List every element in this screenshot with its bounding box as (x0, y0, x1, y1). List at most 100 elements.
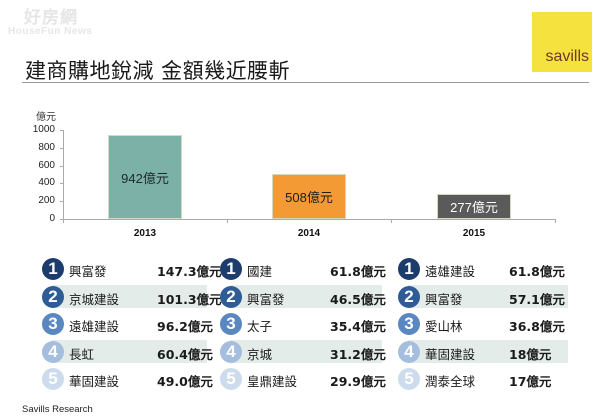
purchase-amount: 147.3億元 (157, 264, 222, 279)
list-item: 5 潤泰全球 17億元 (398, 365, 568, 393)
developer-name: 興富發 (425, 291, 463, 307)
rank-number-badge: 4 (398, 340, 420, 363)
row-shading (52, 284, 207, 308)
rank-number-badge: 5 (398, 368, 420, 390)
list-item: 1 興富發 147.3億元 (42, 255, 222, 283)
y-tick-mark (60, 147, 63, 149)
developer-name: 京城 (247, 346, 273, 362)
row-shading (230, 339, 382, 363)
bar-chart: 億元 0 200 400 600 800 1000 942億元 2013 508億元 2014 27… (0, 100, 600, 245)
purchase-amount: 57.1億元 (509, 291, 565, 307)
purchase-amount: 18億元 (509, 346, 552, 362)
logo-text: savills (545, 48, 589, 65)
y-tick-label: 200 (38, 195, 55, 207)
list-item: 4 長虹 60.4億元 (42, 338, 213, 366)
title-divider (22, 82, 589, 83)
developer-name: 遠雄建設 (69, 319, 120, 334)
rank-number-badge: 3 (220, 313, 242, 335)
x-tick-label: 2015 (462, 228, 486, 239)
x-tick-label: 2014 (297, 228, 321, 239)
y-tick-label: 0 (49, 213, 55, 224)
developer-name: 國建 (247, 264, 273, 279)
y-tick-mark (60, 130, 63, 131)
purchase-amount: 29.9億元 (330, 374, 386, 389)
rank-number-badge: 1 (220, 258, 242, 280)
watermark: 好房網 HouseFun News (8, 10, 92, 37)
y-tick-mark (60, 183, 63, 185)
rank-number-badge: 2 (220, 285, 242, 308)
list-item: 5 華固建設 49.0億元 (42, 365, 213, 393)
rank-number-badge: 4 (220, 340, 242, 363)
rank-number-badge: 2 (42, 285, 64, 308)
list-item: 4 華固建設 18億元 (398, 338, 568, 366)
rank-number-badge: 4 (42, 340, 64, 363)
developer-name: 華固建設 (425, 346, 476, 362)
row-shading (408, 284, 568, 308)
purchase-amount: 17億元 (509, 374, 552, 389)
developer-name: 愛山林 (425, 319, 463, 334)
list-item: 1 國建 61.8億元 (220, 255, 386, 283)
row-shading (52, 339, 207, 363)
list-item: 2 興富發 46.5億元 (220, 283, 386, 311)
purchase-amount: 36.8億元 (509, 319, 565, 334)
purchase-amount: 46.5億元 (330, 291, 386, 307)
developer-name: 遠雄建設 (425, 264, 476, 279)
bar-value-label: 942億元 (121, 170, 169, 186)
bar-value-label: 508億元 (285, 189, 333, 205)
ranking-list-2013: 1 興富發 147.3億元 2 京城建設 101.3億元 3 遠雄建設 96.2億元 4 長虹 60.… (42, 255, 222, 393)
list-item: 4 京城 31.2億元 (220, 338, 386, 366)
y-axis (63, 130, 64, 220)
developer-name: 皇鼎建設 (247, 374, 298, 389)
purchase-amount: 101.3億元 (157, 291, 222, 307)
rank-number-badge: 3 (42, 313, 64, 335)
rank-number-badge: 1 (398, 258, 420, 280)
developer-name: 華固建設 (69, 374, 120, 389)
purchase-amount: 35.4億元 (330, 319, 386, 334)
y-tick-label: 1000 (32, 124, 55, 135)
developer-name: 長虹 (69, 346, 95, 362)
developer-name: 興富發 (247, 291, 285, 307)
y-tick-mark (60, 201, 63, 203)
developer-name: 京城建設 (69, 291, 120, 307)
rank-number-badge: 1 (42, 258, 64, 280)
developer-name: 興富發 (69, 264, 107, 279)
x-tick-mark (63, 219, 64, 223)
list-item: 3 遠雄建設 96.2億元 (42, 310, 213, 338)
y-tick-mark (60, 219, 63, 220)
purchase-amount: 31.2億元 (330, 346, 386, 362)
rank-number-badge: 3 (398, 313, 420, 335)
list-item: 1 遠雄建設 61.8億元 (398, 255, 568, 283)
x-tick-mark (227, 219, 228, 223)
row-shading (408, 339, 568, 363)
x-axis (63, 219, 555, 220)
purchase-amount: 49.0億元 (157, 374, 213, 389)
developer-name: 潤泰全球 (425, 374, 476, 389)
ranking-list-2015: 1 遠雄建設 61.8億元 2 興富發 57.1億元 3 愛山林 36.8億元 4 華固建設 18億元… (398, 255, 568, 393)
purchase-amount: 60.4億元 (157, 346, 213, 362)
y-tick-label: 600 (38, 159, 55, 171)
x-tick-mark (391, 219, 392, 223)
developer-name: 太子 (247, 319, 273, 334)
rank-number-badge: 5 (220, 368, 242, 390)
savills-logo: savills (532, 12, 592, 72)
list-item: 2 興富發 57.1億元 (398, 283, 568, 311)
row-shading (230, 284, 382, 308)
bar-2013: 942億元 (108, 135, 182, 219)
rank-number-badge: 5 (42, 368, 64, 390)
source-footer: Savills Research (22, 404, 93, 415)
bar-2014: 508億元 (272, 173, 346, 219)
y-tick-label: 400 (38, 177, 55, 189)
rank-number-badge: 2 (398, 285, 420, 308)
list-item: 5 皇鼎建設 29.9億元 (220, 365, 386, 393)
purchase-amount: 61.8億元 (330, 264, 386, 279)
watermark-en: HouseFun News (8, 26, 93, 37)
purchase-amount: 61.8億元 (509, 264, 565, 279)
y-axis-unit: 億元 (36, 112, 56, 123)
y-tick-mark (60, 165, 63, 167)
list-item: 3 愛山林 36.8億元 (398, 310, 568, 338)
x-tick-mark (555, 219, 556, 223)
ranking-list-2014: 1 國建 61.8億元 2 興富發 46.5億元 3 太子 35.4億元 4 京城 31.2億元 5 皇鼎… (220, 255, 386, 393)
list-item: 3 太子 35.4億元 (220, 310, 386, 338)
page-title: 建商購地銳減 金額幾近腰斬 (25, 59, 291, 83)
purchase-amount: 96.2億元 (157, 319, 213, 334)
